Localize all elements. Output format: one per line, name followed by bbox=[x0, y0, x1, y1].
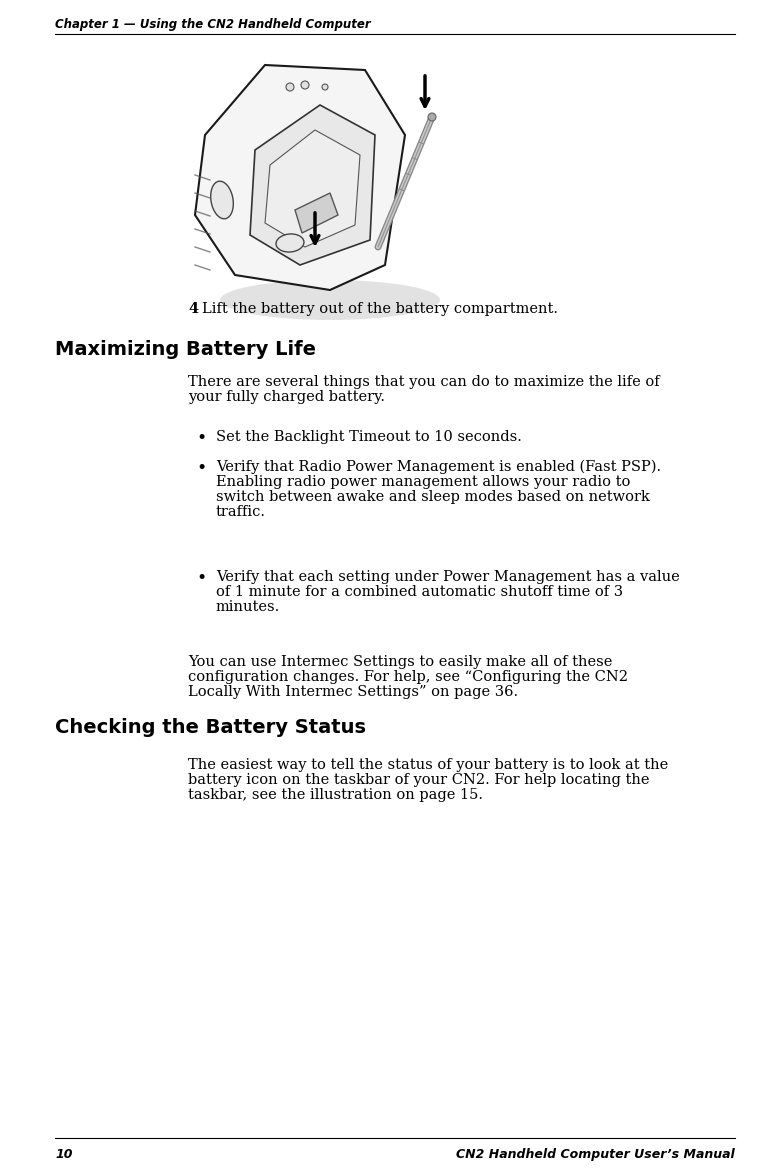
Text: Chapter 1 — Using the CN2 Handheld Computer: Chapter 1 — Using the CN2 Handheld Compu… bbox=[55, 18, 371, 30]
Text: your fully charged battery.: your fully charged battery. bbox=[188, 390, 385, 404]
Text: The easiest way to tell the status of your battery is to look at the: The easiest way to tell the status of yo… bbox=[188, 758, 668, 772]
Text: minutes.: minutes. bbox=[216, 600, 280, 614]
Text: •: • bbox=[196, 570, 206, 587]
Text: You can use Intermec Settings to easily make all of these: You can use Intermec Settings to easily … bbox=[188, 655, 612, 669]
Text: configuration changes. For help, see “Configuring the CN2: configuration changes. For help, see “Co… bbox=[188, 670, 628, 684]
Polygon shape bbox=[195, 64, 405, 289]
Text: of 1 minute for a combined automatic shutoff time of 3: of 1 minute for a combined automatic shu… bbox=[216, 585, 623, 599]
Polygon shape bbox=[295, 193, 338, 233]
Text: Enabling radio power management allows your radio to: Enabling radio power management allows y… bbox=[216, 475, 630, 489]
Text: There are several things that you can do to maximize the life of: There are several things that you can do… bbox=[188, 375, 659, 389]
Text: battery icon on the taskbar of your CN2. For help locating the: battery icon on the taskbar of your CN2.… bbox=[188, 774, 649, 788]
Polygon shape bbox=[265, 130, 360, 247]
Circle shape bbox=[301, 81, 309, 89]
Circle shape bbox=[322, 84, 328, 90]
Text: traffic.: traffic. bbox=[216, 505, 266, 519]
Text: taskbar, see the illustration on page 15.: taskbar, see the illustration on page 15… bbox=[188, 788, 483, 802]
Text: Locally With Intermec Settings” on page 36.: Locally With Intermec Settings” on page … bbox=[188, 684, 518, 699]
Text: Checking the Battery Status: Checking the Battery Status bbox=[55, 718, 366, 737]
Ellipse shape bbox=[276, 234, 304, 252]
Text: Verify that each setting under Power Management has a value: Verify that each setting under Power Man… bbox=[216, 570, 680, 584]
Text: 10: 10 bbox=[55, 1149, 73, 1161]
Text: Lift the battery out of the battery compartment.: Lift the battery out of the battery comp… bbox=[202, 302, 558, 316]
Ellipse shape bbox=[211, 182, 233, 219]
Circle shape bbox=[286, 83, 294, 91]
Text: •: • bbox=[196, 430, 206, 447]
Polygon shape bbox=[250, 105, 375, 265]
Text: switch between awake and sleep modes based on network: switch between awake and sleep modes bas… bbox=[216, 490, 650, 504]
Text: •: • bbox=[196, 459, 206, 477]
Circle shape bbox=[428, 113, 436, 121]
Text: 4: 4 bbox=[188, 302, 198, 316]
Text: Set the Backlight Timeout to 10 seconds.: Set the Backlight Timeout to 10 seconds. bbox=[216, 430, 522, 444]
Text: Maximizing Battery Life: Maximizing Battery Life bbox=[55, 340, 316, 359]
Text: CN2 Handheld Computer User’s Manual: CN2 Handheld Computer User’s Manual bbox=[456, 1149, 735, 1161]
Text: Verify that Radio Power Management is enabled (Fast PSP).: Verify that Radio Power Management is en… bbox=[216, 459, 661, 475]
Ellipse shape bbox=[220, 280, 440, 320]
